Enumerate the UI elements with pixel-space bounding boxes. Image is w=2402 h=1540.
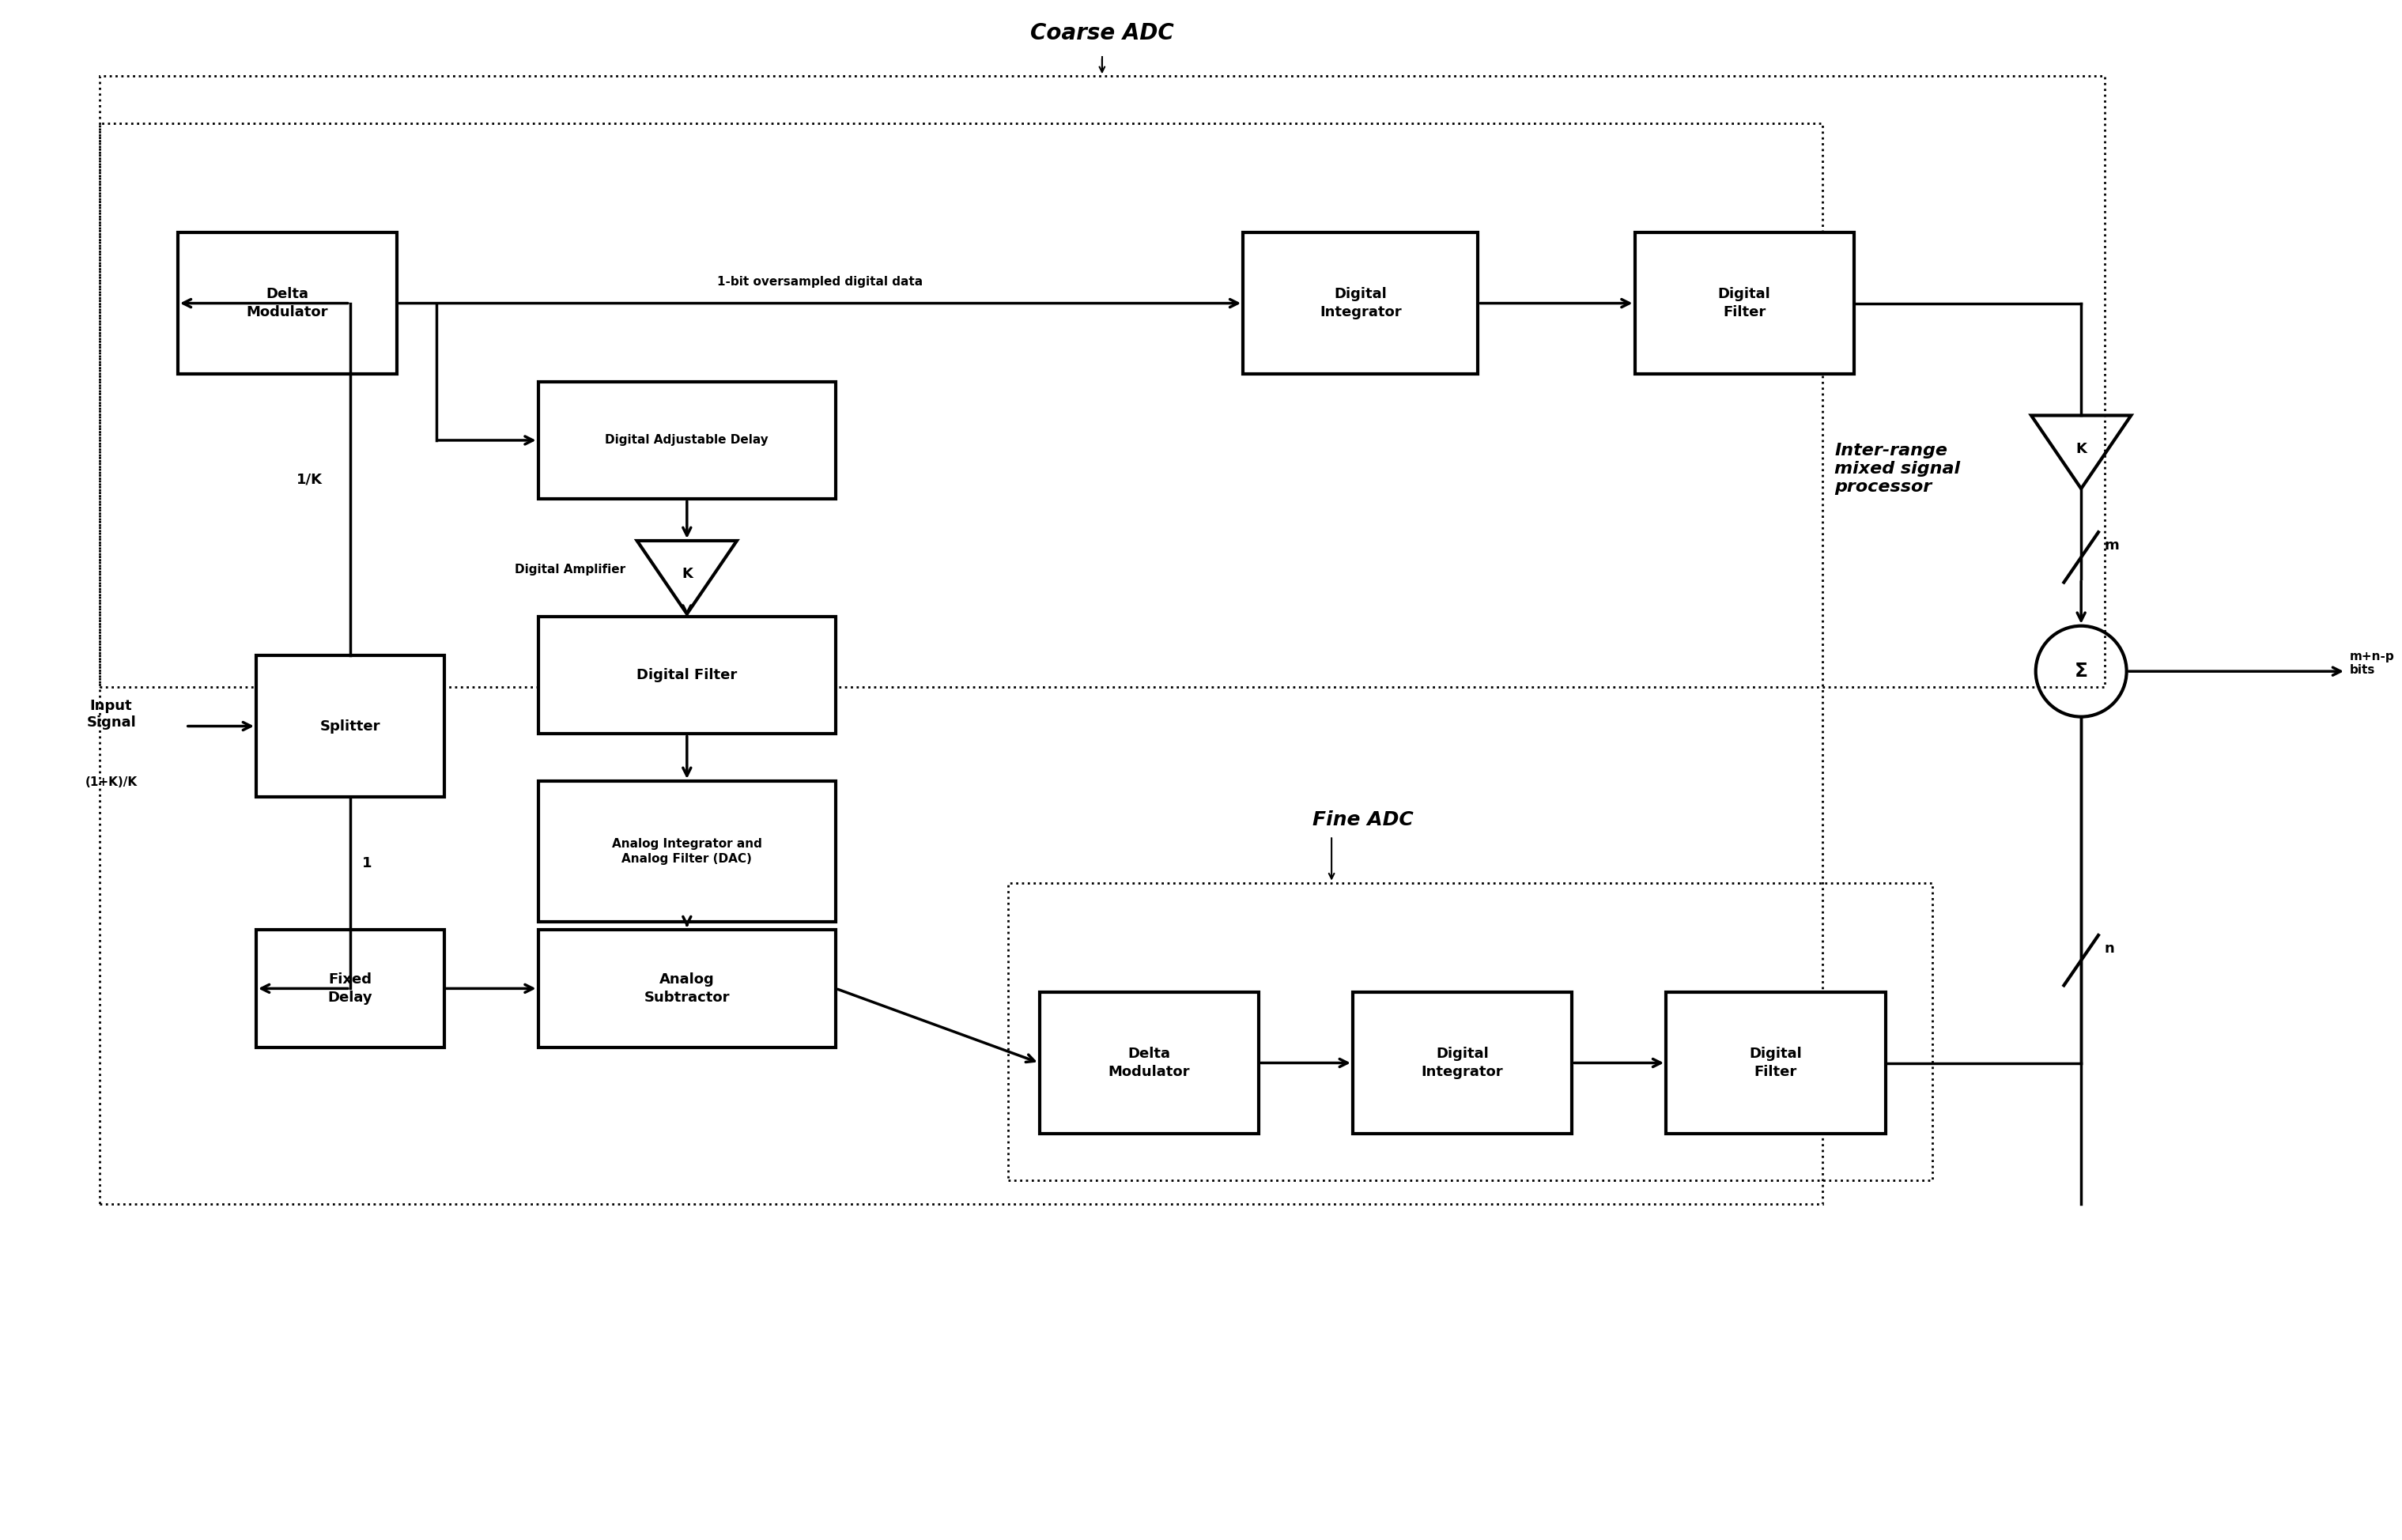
Text: Analog
Subtractor: Analog Subtractor bbox=[644, 972, 730, 1006]
Text: 1/K: 1/K bbox=[295, 473, 322, 487]
Text: n: n bbox=[2104, 941, 2114, 956]
Text: (1+K)/K: (1+K)/K bbox=[84, 776, 137, 788]
FancyBboxPatch shape bbox=[1667, 992, 1886, 1133]
Text: 1-bit oversampled digital data: 1-bit oversampled digital data bbox=[718, 276, 922, 288]
FancyBboxPatch shape bbox=[1244, 233, 1477, 374]
FancyBboxPatch shape bbox=[178, 233, 396, 374]
Text: Delta
Modulator: Delta Modulator bbox=[247, 286, 329, 320]
Text: Digital Filter: Digital Filter bbox=[637, 668, 737, 682]
Text: Digital
Filter: Digital Filter bbox=[1749, 1047, 1802, 1080]
FancyBboxPatch shape bbox=[538, 930, 836, 1047]
Text: Inter-range
mixed signal
processor: Inter-range mixed signal processor bbox=[1835, 442, 1960, 496]
Text: Digital
Integrator: Digital Integrator bbox=[1319, 286, 1400, 320]
Text: K: K bbox=[682, 567, 692, 581]
Text: Digital
Integrator: Digital Integrator bbox=[1422, 1047, 1504, 1080]
Text: Input
Signal: Input Signal bbox=[86, 699, 137, 730]
Text: Analog Integrator and
Analog Filter (DAC): Analog Integrator and Analog Filter (DAC… bbox=[613, 838, 761, 865]
Text: 1: 1 bbox=[363, 856, 372, 870]
FancyBboxPatch shape bbox=[538, 616, 836, 735]
FancyBboxPatch shape bbox=[257, 656, 444, 796]
Text: Σ: Σ bbox=[2075, 662, 2087, 681]
Text: Digital Adjustable Delay: Digital Adjustable Delay bbox=[605, 434, 769, 447]
Text: Splitter: Splitter bbox=[319, 719, 380, 733]
Text: m+n-p
bits: m+n-p bits bbox=[2349, 651, 2395, 676]
Text: Digital Amplifier: Digital Amplifier bbox=[514, 564, 625, 576]
FancyBboxPatch shape bbox=[257, 930, 444, 1047]
FancyBboxPatch shape bbox=[538, 781, 836, 922]
Text: Digital
Filter: Digital Filter bbox=[1717, 286, 1770, 320]
Text: Fine ADC: Fine ADC bbox=[1311, 810, 1412, 830]
FancyBboxPatch shape bbox=[1040, 992, 1259, 1133]
Text: Fixed
Delay: Fixed Delay bbox=[327, 972, 372, 1006]
FancyBboxPatch shape bbox=[1352, 992, 1571, 1133]
FancyBboxPatch shape bbox=[1636, 233, 1854, 374]
Text: Coarse ADC: Coarse ADC bbox=[1030, 22, 1175, 45]
FancyBboxPatch shape bbox=[538, 382, 836, 499]
Text: m: m bbox=[2104, 539, 2119, 553]
Text: Delta
Modulator: Delta Modulator bbox=[1107, 1047, 1189, 1080]
Text: K: K bbox=[2075, 442, 2087, 456]
